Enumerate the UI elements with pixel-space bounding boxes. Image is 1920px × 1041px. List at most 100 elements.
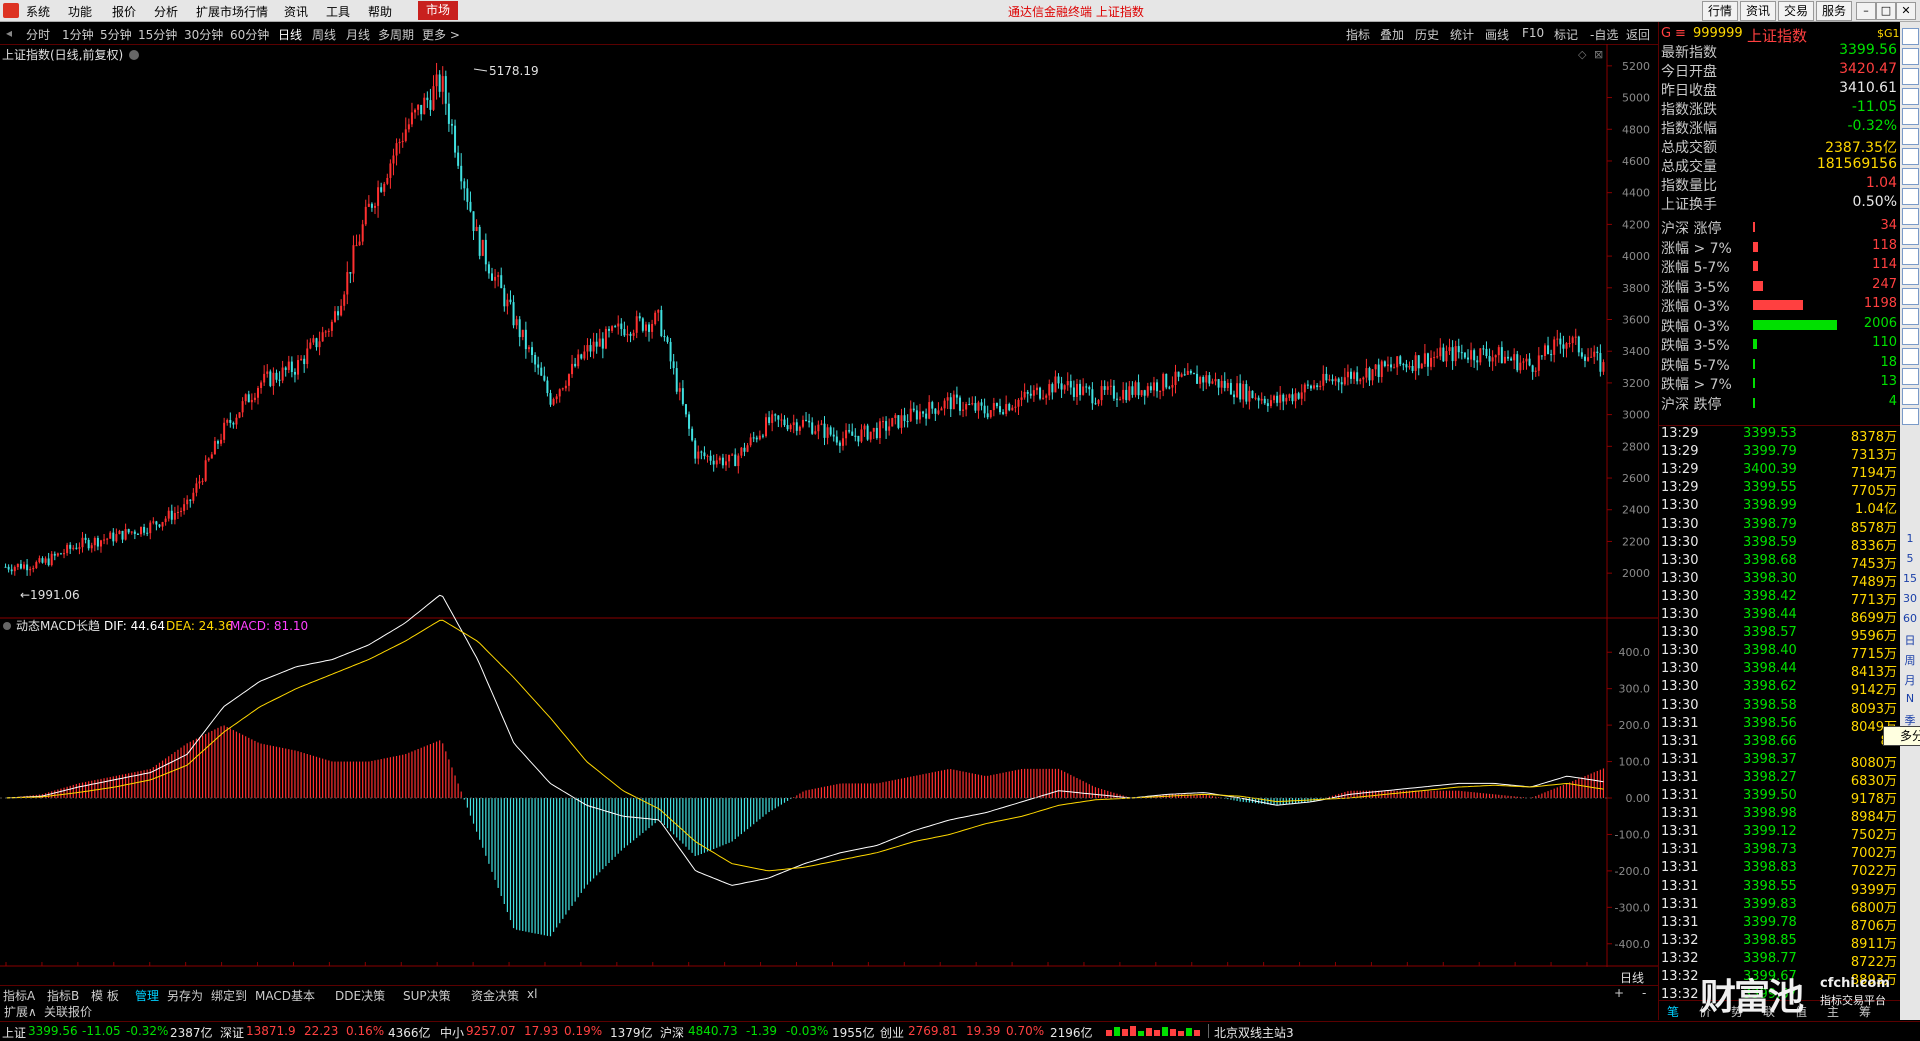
quote-g-icon[interactable]: G xyxy=(1661,26,1672,41)
sidebar-tool-icon[interactable] xyxy=(1902,168,1919,185)
quote-tab[interactable]: 值 xyxy=(1795,1005,1808,1019)
period-arrow-icon[interactable]: ◂ xyxy=(6,26,13,40)
sidebar-tool-icon[interactable] xyxy=(1902,188,1919,205)
x-period-label[interactable]: 日线 xyxy=(1620,971,1645,985)
sidebar-tool-icon[interactable] xyxy=(1902,328,1919,345)
chart-zoom-icon[interactable]: ◇ xyxy=(1578,48,1587,61)
period-weekly[interactable]: 周线 xyxy=(312,28,337,42)
sidebar-period-button[interactable]: 1 xyxy=(1906,532,1914,545)
sidebar-period-button[interactable]: 日 xyxy=(1904,634,1916,647)
kline-chart-svg[interactable]: 5200 5000 4800 4600 4400 4200 4000 3800 3600 3400… xyxy=(0,44,1658,981)
indicator-tab[interactable]: 另存为 xyxy=(167,989,204,1003)
sidebar-tool-icon[interactable] xyxy=(1902,128,1919,145)
sidebar-tool-icon[interactable] xyxy=(1902,208,1919,225)
market-button[interactable]: 市场 xyxy=(418,1,459,20)
period-30min[interactable]: 30分钟 xyxy=(184,28,224,42)
tool-stats[interactable]: 统计 xyxy=(1450,28,1475,42)
ext-toggle-tab[interactable]: 扩展∧ xyxy=(4,1005,37,1019)
indicator-tab[interactable]: DDE决策 xyxy=(335,989,386,1003)
period-multi[interactable]: 多周期 xyxy=(378,28,415,42)
maximize-icon[interactable]: □ xyxy=(1876,2,1896,20)
menu-help[interactable]: 帮助 xyxy=(368,5,393,19)
sidebar-tool-icon[interactable] xyxy=(1902,48,1919,65)
sidebar-period-button[interactable]: 30 xyxy=(1903,592,1917,605)
tool-indicator[interactable]: 指标 xyxy=(1346,28,1371,42)
status-zx-name[interactable]: 中小 xyxy=(440,1026,465,1040)
sidebar-tool-icon[interactable] xyxy=(1902,308,1919,325)
minimize-icon[interactable]: – xyxy=(1856,2,1876,20)
indicator-tab[interactable]: MACD基本 xyxy=(255,989,315,1003)
indicator-tab[interactable]: 指标B xyxy=(47,989,80,1003)
status-server[interactable]: 北京双线主站3 xyxy=(1214,1026,1294,1040)
period-15min[interactable]: 15分钟 xyxy=(138,28,178,42)
indicator-tab[interactable]: 资金决策 xyxy=(471,989,520,1003)
tool-f10[interactable]: F10 xyxy=(1522,26,1545,40)
sidebar-tool-icon[interactable] xyxy=(1902,408,1919,425)
sidebar-tool-icon[interactable] xyxy=(1902,368,1919,385)
quote-tab[interactable]: 联 xyxy=(1763,1005,1776,1019)
sidebar-tool-icon[interactable] xyxy=(1902,388,1919,405)
tool-back[interactable]: 返回 xyxy=(1626,28,1651,42)
quote-tab[interactable]: 势 xyxy=(1731,1005,1744,1019)
tool-watchlist[interactable]: -自选 xyxy=(1590,28,1619,42)
tool-overlay[interactable]: 叠加 xyxy=(1380,28,1405,42)
status-hs-name[interactable]: 沪深 xyxy=(660,1026,685,1040)
macd-toggle-icon[interactable] xyxy=(3,622,11,630)
sidebar-tool-icon[interactable] xyxy=(1902,108,1919,125)
sidebar-period-button[interactable]: 季 xyxy=(1904,714,1916,727)
sidebar-period-button[interactable]: 60 xyxy=(1903,612,1917,625)
top-btn-info[interactable]: 资讯 xyxy=(1740,1,1777,21)
menu-info[interactable]: 资讯 xyxy=(284,5,309,19)
sidebar-period-button[interactable]: 15 xyxy=(1903,572,1917,585)
sidebar-tool-icon[interactable] xyxy=(1902,268,1919,285)
sidebar-tool-icon[interactable] xyxy=(1902,228,1919,245)
tool-mark[interactable]: 标记 xyxy=(1554,28,1579,42)
menu-ext-market[interactable]: 扩展市场行情 xyxy=(196,5,269,19)
sidebar-period-button[interactable]: 5 xyxy=(1906,552,1914,565)
sidebar-tool-icon[interactable] xyxy=(1902,68,1919,85)
quote-menu-icon[interactable]: ≡ xyxy=(1675,26,1686,41)
period-daily[interactable]: 日线 xyxy=(278,28,303,42)
chart-title-toggle-icon[interactable] xyxy=(129,50,139,60)
menu-function[interactable]: 功能 xyxy=(68,5,93,19)
sidebar-tool-icon[interactable] xyxy=(1902,28,1919,45)
period-fenshi[interactable]: 分时 xyxy=(26,28,51,42)
sidebar-tool-icon[interactable] xyxy=(1902,288,1919,305)
tool-history[interactable]: 历史 xyxy=(1415,28,1440,42)
zoom-out-button[interactable]: - xyxy=(1642,986,1647,1000)
menu-analysis[interactable]: 分析 xyxy=(154,5,179,19)
menu-quote[interactable]: 报价 xyxy=(112,5,137,19)
menu-tools[interactable]: 工具 xyxy=(326,5,351,19)
period-1min[interactable]: 1分钟 xyxy=(62,28,94,42)
tool-draw[interactable]: 画线 xyxy=(1485,28,1510,42)
menu-system[interactable]: 系统 xyxy=(26,5,51,19)
period-monthly[interactable]: 月线 xyxy=(346,28,371,42)
chart-close-icon[interactable]: ⊠ xyxy=(1594,48,1603,61)
top-btn-quote[interactable]: 行情 xyxy=(1702,1,1739,21)
close-icon[interactable]: ✕ xyxy=(1896,2,1916,20)
status-sh-name[interactable]: 上证 xyxy=(2,1026,27,1040)
top-btn-service[interactable]: 服务 xyxy=(1816,1,1853,21)
sidebar-tool-icon[interactable] xyxy=(1902,148,1919,165)
related-quote-tab[interactable]: 关联报价 xyxy=(44,1005,93,1019)
quote-tab[interactable]: 筹 xyxy=(1859,1005,1872,1019)
zoom-in-button[interactable]: + xyxy=(1614,986,1625,1000)
sidebar-tool-icon[interactable] xyxy=(1902,248,1919,265)
indicator-tab[interactable]: SUP决策 xyxy=(403,989,451,1003)
top-btn-trade[interactable]: 交易 xyxy=(1778,1,1815,21)
quote-tab[interactable]: 价 xyxy=(1699,1005,1712,1019)
quote-tab[interactable]: 笔 xyxy=(1667,1005,1680,1019)
indicator-tab[interactable]: xl xyxy=(527,987,538,1001)
period-more[interactable]: 更多 > xyxy=(422,28,460,42)
quote-tab[interactable]: 主 xyxy=(1827,1005,1840,1019)
sidebar-tool-icon[interactable] xyxy=(1902,348,1919,365)
indicator-tab[interactable]: 管理 xyxy=(135,989,160,1003)
period-60min[interactable]: 60分钟 xyxy=(230,28,270,42)
status-cy-name[interactable]: 创业 xyxy=(880,1026,905,1040)
sidebar-period-button[interactable]: N xyxy=(1905,692,1915,705)
period-5min[interactable]: 5分钟 xyxy=(100,28,132,42)
indicator-tab[interactable]: 绑定到 xyxy=(211,989,248,1003)
indicator-tab[interactable]: 指标A xyxy=(3,989,36,1003)
sidebar-tool-icon[interactable] xyxy=(1902,88,1919,105)
sidebar-period-button[interactable]: 周 xyxy=(1904,654,1916,667)
